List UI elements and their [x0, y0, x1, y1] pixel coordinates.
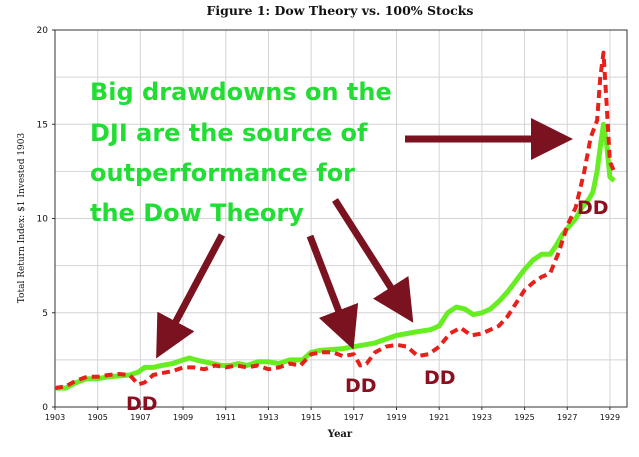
y-tick-label: 15 [37, 120, 48, 130]
dd-label-1920: DD [424, 367, 456, 389]
x-tick-label: 1911 [216, 413, 236, 422]
x-tick-label: 1929 [600, 413, 620, 422]
callout-line-1: Big drawdowns on the [90, 78, 392, 106]
callout-text: Big drawdowns on the DJI are the source … [90, 78, 392, 227]
y-tick-label: 20 [37, 26, 49, 36]
dd-label-1917: DD [345, 375, 377, 397]
x-tick-label: 1923 [472, 413, 492, 422]
x-tick-label: 1903 [45, 413, 65, 422]
y-axis-label: Total Return Index: $1 Invested 1903 [17, 132, 27, 303]
arrow-to-1917 [306, 234, 359, 350]
y-tick-label: 0 [42, 403, 48, 413]
dd-label-1907: DD [126, 393, 158, 415]
arrow-to-1907 [156, 233, 226, 359]
x-tick-label: 1913 [258, 413, 278, 422]
y-tick-label: 10 [37, 215, 49, 225]
plot-frame [54, 29, 628, 408]
dd-label-1929: DD [577, 197, 609, 219]
x-axis-label: Year [327, 429, 353, 440]
x-tick-label: 1905 [88, 413, 108, 422]
axes: 1903 1905 1907 1909 1911 1913 1915 1917 1919 1921… [37, 26, 628, 422]
y-tick-label: 5 [42, 309, 48, 319]
x-tick-label: 1915 [301, 413, 321, 422]
chart-title: Figure 1: Dow Theory vs. 100% Stocks [207, 3, 474, 18]
x-tick-label: 1927 [557, 413, 577, 422]
callout-line-4: the Dow Theory [90, 199, 304, 227]
x-tick-label: 1925 [514, 413, 534, 422]
series [54, 50, 617, 391]
x-tick-label: 1907 [130, 413, 150, 422]
dd-labels: DD DD DD DD [126, 197, 609, 415]
series-line-1 [54, 50, 617, 391]
annotation-arrows [156, 118, 573, 359]
x-tick-label: 1917 [344, 413, 364, 422]
x-tick-label: 1909 [173, 413, 193, 422]
callout-line-3: outperformance for [90, 159, 355, 187]
arrow-to-1920 [332, 198, 414, 323]
callout-line-2: DJI are the source of [90, 119, 368, 147]
x-tick-label: 1921 [429, 413, 449, 422]
x-tick-label: 1919 [386, 413, 406, 422]
